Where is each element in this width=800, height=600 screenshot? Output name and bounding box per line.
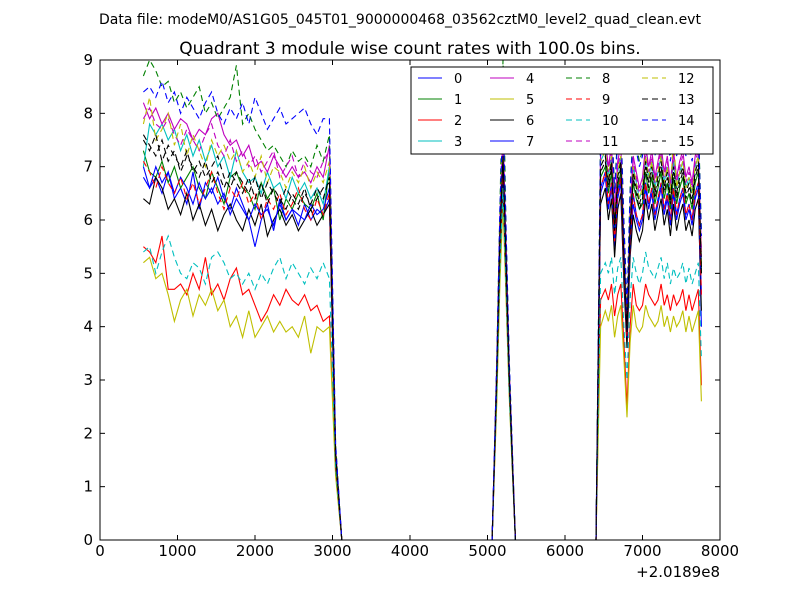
legend-label-5: 5: [526, 93, 534, 108]
series-line-15: [142, 132, 702, 540]
x-tick-label: 2000: [236, 542, 274, 560]
y-tick-label: 0: [83, 531, 93, 549]
legend-label-15: 15: [678, 135, 695, 150]
x-tick-label: 7000: [623, 542, 661, 560]
legend-label-1: 1: [454, 93, 462, 108]
legend-label-8: 8: [602, 72, 610, 87]
y-tick-label: 6: [83, 211, 93, 229]
legend-frame: [410, 66, 714, 155]
legend-label-2: 2: [454, 114, 462, 129]
x-tick-label: 5000: [468, 542, 506, 560]
x-tick-label: 3000: [313, 542, 351, 560]
legend-label-9: 9: [602, 93, 610, 108]
legend-label-0: 0: [454, 72, 462, 87]
y-tick-label: 8: [83, 104, 93, 122]
chart-title: Quadrant 3 module wise count rates with …: [179, 39, 640, 59]
x-tick-label: 4000: [391, 542, 429, 560]
figure-suptitle: Data file: modeM0/AS1G05_045T01_90000004…: [99, 12, 701, 28]
y-tick-label: 1: [83, 478, 93, 496]
x-axis: 0 1000 2000 3000 4000 5000 6000 7000 8000: [95, 60, 739, 560]
series-line-10: [143, 187, 702, 540]
x-offset-label: +2.0189e8: [636, 563, 720, 581]
plot-area: 0 1000 2000 3000 4000 5000 6000 7000 8000 012345…: [83, 51, 739, 560]
x-tick-label: 8000: [701, 542, 739, 560]
y-tick-label: 4: [83, 318, 93, 336]
series-line-14: [143, 79, 702, 540]
legend-label-3: 3: [454, 135, 462, 150]
x-tick-label: 1000: [158, 542, 196, 560]
legend-label-13: 13: [678, 93, 695, 108]
legend-label-7: 7: [526, 135, 534, 150]
series-line-13: [142, 134, 702, 540]
y-tick-label: 9: [83, 51, 93, 69]
series-layer: [142, 60, 702, 540]
legend-label-12: 12: [678, 72, 695, 87]
y-tick-label: 2: [83, 424, 93, 442]
legend-label-6: 6: [526, 114, 534, 129]
legend-label-11: 11: [602, 135, 619, 150]
y-tick-label: 5: [83, 264, 93, 282]
x-tick-label: 0: [95, 542, 105, 560]
legend-label-4: 4: [526, 72, 534, 87]
y-tick-label: 3: [83, 371, 93, 389]
legend-label-10: 10: [602, 114, 619, 129]
y-tick-label: 7: [83, 158, 93, 176]
x-tick-label: 6000: [546, 542, 584, 560]
legend-label-14: 14: [678, 114, 695, 129]
